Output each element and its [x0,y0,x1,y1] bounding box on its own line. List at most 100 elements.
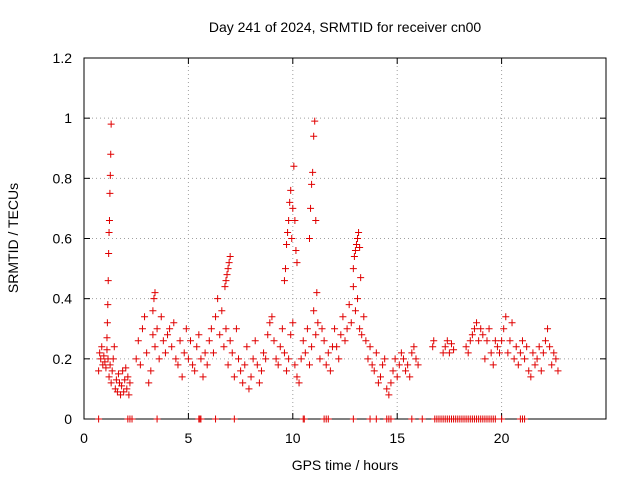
data-point [107,379,115,387]
data-point [218,307,226,315]
y-axis-label: SRMTID / TECUs [5,183,21,293]
data-point [393,373,401,381]
data-point [510,355,518,363]
data-point [301,349,309,357]
data-point [151,343,159,351]
data-point [106,361,114,369]
data-point [153,415,161,423]
data-point [105,373,113,381]
data-point [331,325,339,333]
data-point [303,325,311,333]
data-point [106,189,114,197]
data-point [245,385,253,393]
data-point [281,265,289,273]
data-point [485,325,493,333]
y-tick-label: 0 [64,411,72,427]
data-point [525,367,533,375]
data-point [308,180,316,188]
data-point [550,349,558,357]
data-point [544,325,552,333]
data-point [117,391,125,399]
data-point [164,331,172,339]
data-point [379,361,387,369]
data-point [502,313,510,321]
data-point [408,349,416,357]
data-point [102,364,110,372]
data-point [389,367,397,375]
data-point [100,352,108,360]
data-point [366,415,374,423]
data-markers [95,117,562,423]
data-point [113,388,121,396]
data-point [310,307,318,315]
data-point [253,361,261,369]
data-point [439,349,447,357]
data-point [150,295,158,303]
data-point [475,337,483,345]
data-point [326,367,334,375]
data-point [468,331,476,339]
data-point [306,235,314,242]
data-point [466,337,474,345]
data-point [395,361,403,369]
data-point [147,367,155,375]
data-point [314,319,322,327]
data-point [306,361,314,369]
data-point [351,247,359,255]
data-point [462,343,470,351]
data-point [289,204,297,212]
data-point [124,373,132,381]
data-point [280,349,288,357]
data-point [104,301,112,309]
data-point [387,379,395,387]
data-point [450,346,458,354]
data-point [155,355,163,363]
data-point [345,301,353,309]
data-point [134,337,142,345]
data-point [414,361,422,369]
data-point [333,343,341,351]
data-point [521,355,529,363]
data-point [366,343,374,351]
data-point [197,355,205,363]
data-point [531,361,539,369]
data-point [118,382,126,390]
data-point [153,325,161,333]
data-point [343,325,351,333]
data-point [249,355,257,363]
data-point [364,355,372,363]
data-point [339,313,347,321]
data-point [193,343,201,351]
data-point [316,355,324,363]
data-point [537,367,545,375]
data-point [251,337,259,345]
data-point [97,355,105,363]
data-point [230,373,238,381]
data-point [209,349,217,357]
data-point [174,361,182,369]
data-point [110,343,118,351]
data-point [291,216,299,224]
data-point [108,367,116,375]
data-point [541,337,549,345]
y-tick-label: 1.2 [53,50,73,66]
data-point [216,331,224,339]
data-point [103,319,111,327]
data-point [387,415,395,423]
data-point [107,150,115,158]
data-point [186,337,194,345]
data-point [122,364,130,372]
data-point [498,415,506,423]
data-point [262,355,270,363]
data-point [141,313,149,321]
data-point [107,120,115,128]
data-point [473,319,481,327]
data-point [288,235,296,242]
data-point [201,349,209,357]
gridlines [84,58,606,419]
data-point [228,349,236,357]
data-point [548,361,556,369]
data-point [191,367,199,375]
data-point [381,355,389,363]
